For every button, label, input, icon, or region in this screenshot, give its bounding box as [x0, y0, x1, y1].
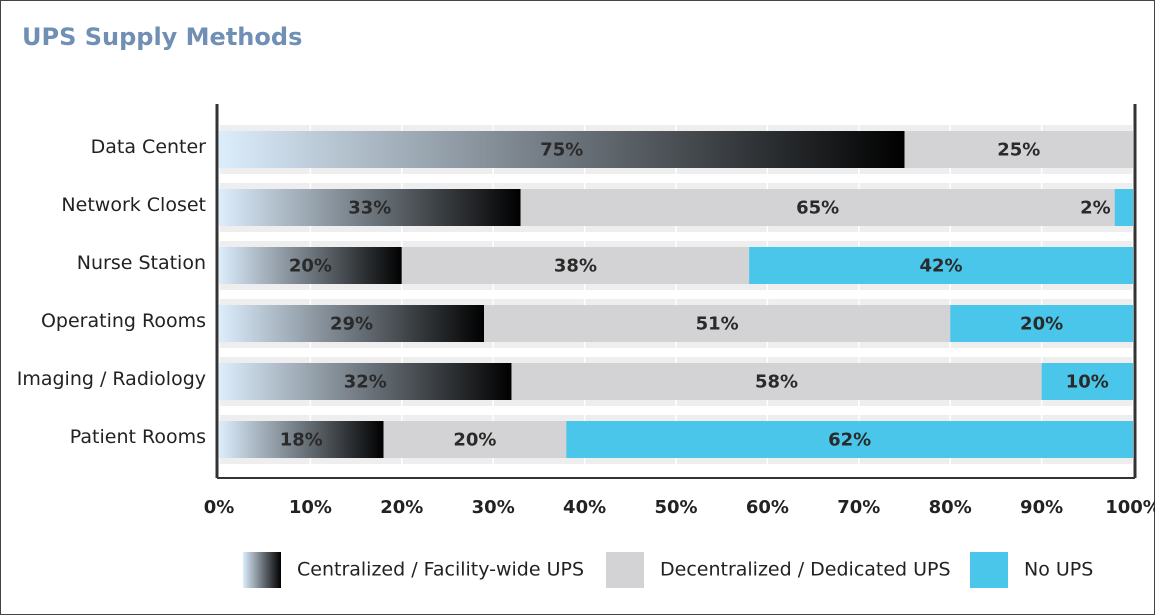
bar-segment — [383, 421, 567, 458]
x-tick-label: 70% — [837, 497, 880, 518]
bar-segment — [1114, 189, 1133, 226]
y-tick-label: Data Center — [91, 136, 207, 158]
x-tick-label: 0% — [204, 497, 235, 518]
bar-segment — [219, 363, 512, 400]
data-label: 29% — [330, 314, 373, 335]
legend-label: No UPS — [1024, 559, 1093, 581]
data-label: 20% — [453, 430, 496, 451]
bar-segment — [484, 305, 951, 342]
bar-segment — [950, 305, 1133, 342]
legend-swatch — [970, 552, 1008, 588]
x-tick-label: 20% — [380, 497, 423, 518]
bar-segment — [219, 189, 521, 226]
data-label: 2% — [1080, 198, 1111, 219]
legend-label: Centralized / Facility-wide UPS — [297, 559, 584, 581]
data-label: 20% — [1020, 314, 1063, 335]
data-label: 25% — [997, 140, 1040, 161]
y-tick-label: Operating Rooms — [41, 310, 206, 332]
data-label: 32% — [344, 372, 387, 393]
data-label: 10% — [1066, 372, 1109, 393]
bar-segment — [511, 363, 1042, 400]
legend-label: Decentralized / Dedicated UPS — [660, 559, 951, 581]
data-label: 20% — [289, 256, 332, 277]
y-tick-label: Nurse Station — [77, 252, 206, 274]
data-label: 33% — [348, 198, 391, 219]
x-tick-label: 30% — [472, 497, 515, 518]
y-tick-label: Patient Rooms — [70, 426, 206, 448]
x-tick-label: 50% — [654, 497, 697, 518]
bar-segment — [566, 421, 1133, 458]
bar-segment — [1041, 363, 1133, 400]
y-tick-label: Imaging / Radiology — [17, 368, 206, 390]
bar-segment — [401, 247, 750, 284]
data-label: 65% — [796, 198, 839, 219]
data-label: 18% — [280, 430, 323, 451]
data-label: 38% — [554, 256, 597, 277]
bar-segment — [520, 189, 1115, 226]
x-tick-label: 80% — [929, 497, 972, 518]
legend-swatch — [606, 552, 644, 588]
chart-title: UPS Supply Methods — [22, 23, 302, 51]
y-tick-label: Network Closet — [61, 194, 206, 216]
bar-segment — [219, 421, 384, 458]
bar-segment — [219, 131, 905, 168]
legend-swatch — [243, 552, 281, 588]
bar-segment — [904, 131, 1133, 168]
data-label: 51% — [696, 314, 739, 335]
bar-segment — [749, 247, 1133, 284]
data-label: 58% — [755, 372, 798, 393]
bar-segment — [219, 305, 485, 342]
data-label: 75% — [540, 140, 583, 161]
data-label: 42% — [920, 256, 963, 277]
x-tick-label: 10% — [289, 497, 332, 518]
data-label: 62% — [828, 430, 871, 451]
x-tick-label: 100% — [1105, 497, 1155, 518]
x-tick-label: 40% — [563, 497, 606, 518]
x-tick-label: 60% — [746, 497, 789, 518]
x-tick-label: 90% — [1020, 497, 1063, 518]
bar-segment — [219, 247, 402, 284]
